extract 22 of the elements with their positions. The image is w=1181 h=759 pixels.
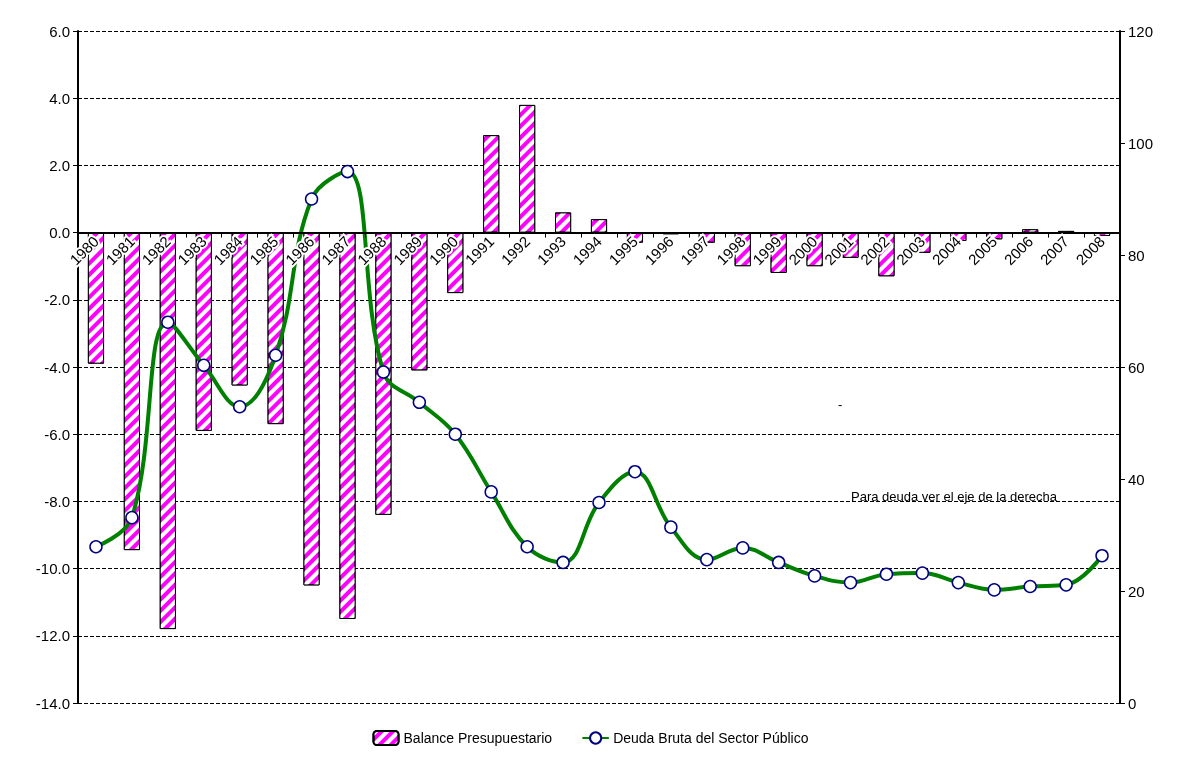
y-tick-label: -12.0	[35, 627, 70, 645]
y-tick-label: -8.0	[44, 492, 70, 510]
annotation: Para deuda ver el eje de la derecha	[851, 489, 1058, 504]
legend-label: Deuda Bruta del Sector Público	[613, 730, 809, 746]
y2-tick-label: 100	[1128, 134, 1154, 152]
y-tick-label: 0.0	[49, 224, 70, 242]
y-tick-label: 2.0	[49, 156, 70, 174]
y-tick-label: 4.0	[49, 89, 70, 107]
y-tick-label: -2.0	[44, 291, 70, 309]
y-tick-label: -4.0	[44, 358, 70, 376]
y2-tick-label: 120	[1128, 22, 1154, 40]
y2-tick-label: 20	[1128, 582, 1145, 600]
y2-tick-label: 60	[1128, 358, 1145, 376]
y2-tick-label: 0	[1128, 694, 1137, 712]
y2-tick-label: 40	[1128, 470, 1145, 488]
y-tick-label: -10.0	[35, 560, 70, 578]
y2-tick-label: 80	[1128, 246, 1145, 264]
legend-label: Balance Presupuestario	[403, 730, 553, 746]
y-tick-label: -14.0	[35, 694, 70, 712]
annotation: -	[838, 397, 843, 412]
y-tick-label: -6.0	[44, 425, 70, 443]
y-tick-label: 6.0	[49, 22, 70, 40]
